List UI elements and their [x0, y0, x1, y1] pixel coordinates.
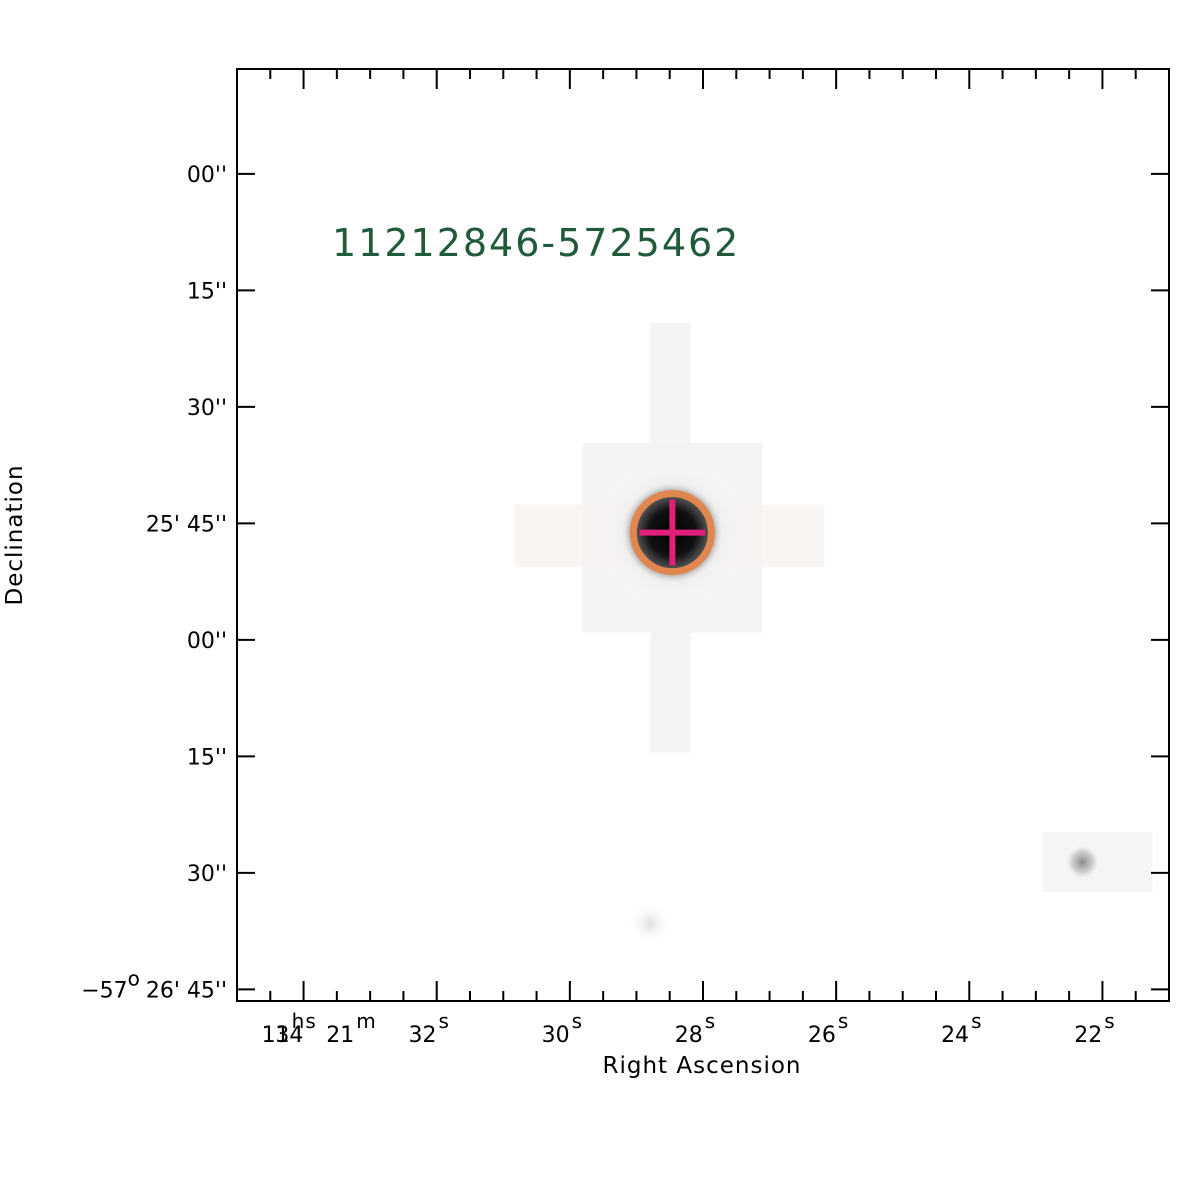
y-tick-label: 30'': [187, 396, 227, 421]
y-tick-label: 25' 45'': [146, 512, 227, 537]
y-tick-label: 30'': [187, 862, 227, 887]
y-axis-title: Declination: [2, 464, 28, 605]
x-axis-title: Right Ascension: [603, 1053, 802, 1079]
tick-marks: [236, 69, 1170, 1001]
very-faint-source: [627, 901, 672, 946]
x-tick-label: 21m: [326, 1009, 375, 1048]
y-tick-label: 00'': [187, 163, 227, 188]
x-tick-label-sup: s: [838, 1009, 848, 1033]
faint-source: [1064, 843, 1101, 880]
x-tick-label: 32s: [409, 1009, 449, 1048]
x-tick-label: 30s: [542, 1009, 582, 1048]
chart-title: 11212846-5725462: [332, 221, 740, 265]
target-marker: [629, 490, 715, 576]
x-tick-label-sup: s: [572, 1009, 582, 1033]
x-tick-label-sup: s: [305, 1009, 315, 1033]
x-tick-label-sup: s: [1104, 1009, 1114, 1033]
y-tick-label-rest: 26' 45'': [146, 978, 227, 1003]
x-tick-label: 26s: [808, 1009, 848, 1048]
x-tick-label-sup: s: [971, 1009, 981, 1033]
target-circle: [629, 490, 715, 576]
x-tick-label-sup: h: [292, 1009, 305, 1033]
y-tick-label: −57o 26' 45'': [81, 966, 227, 1003]
y-tick-label-sup: o: [128, 966, 140, 990]
sky-image: [514, 322, 1153, 946]
y-tick-label-degree: −57: [81, 978, 127, 1003]
y-tick-labels: 00'' 15'' 30'' 25' 45'' 00'' 15'' 30'' −57o 26' …: [81, 163, 227, 1003]
x-tick-label-sup: s: [439, 1009, 449, 1033]
y-tick-label: 15'': [187, 745, 227, 770]
x-tick-label: 24s: [941, 1009, 981, 1048]
x-tick-label: 22s: [1074, 1009, 1114, 1048]
x-tick-label-sup: s: [705, 1009, 715, 1033]
x-tick-label-sup: m: [356, 1009, 375, 1033]
y-tick-label: 15'': [187, 279, 227, 304]
y-tick-label: 00'': [187, 629, 227, 654]
x-tick-label: 28s: [675, 1009, 715, 1048]
